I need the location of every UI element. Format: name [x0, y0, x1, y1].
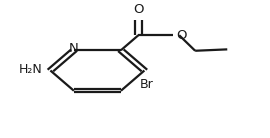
Text: Br: Br — [140, 78, 154, 91]
Text: O: O — [133, 3, 144, 16]
Text: O: O — [177, 29, 187, 42]
Text: N: N — [69, 42, 79, 55]
Text: H₂N: H₂N — [19, 63, 42, 76]
